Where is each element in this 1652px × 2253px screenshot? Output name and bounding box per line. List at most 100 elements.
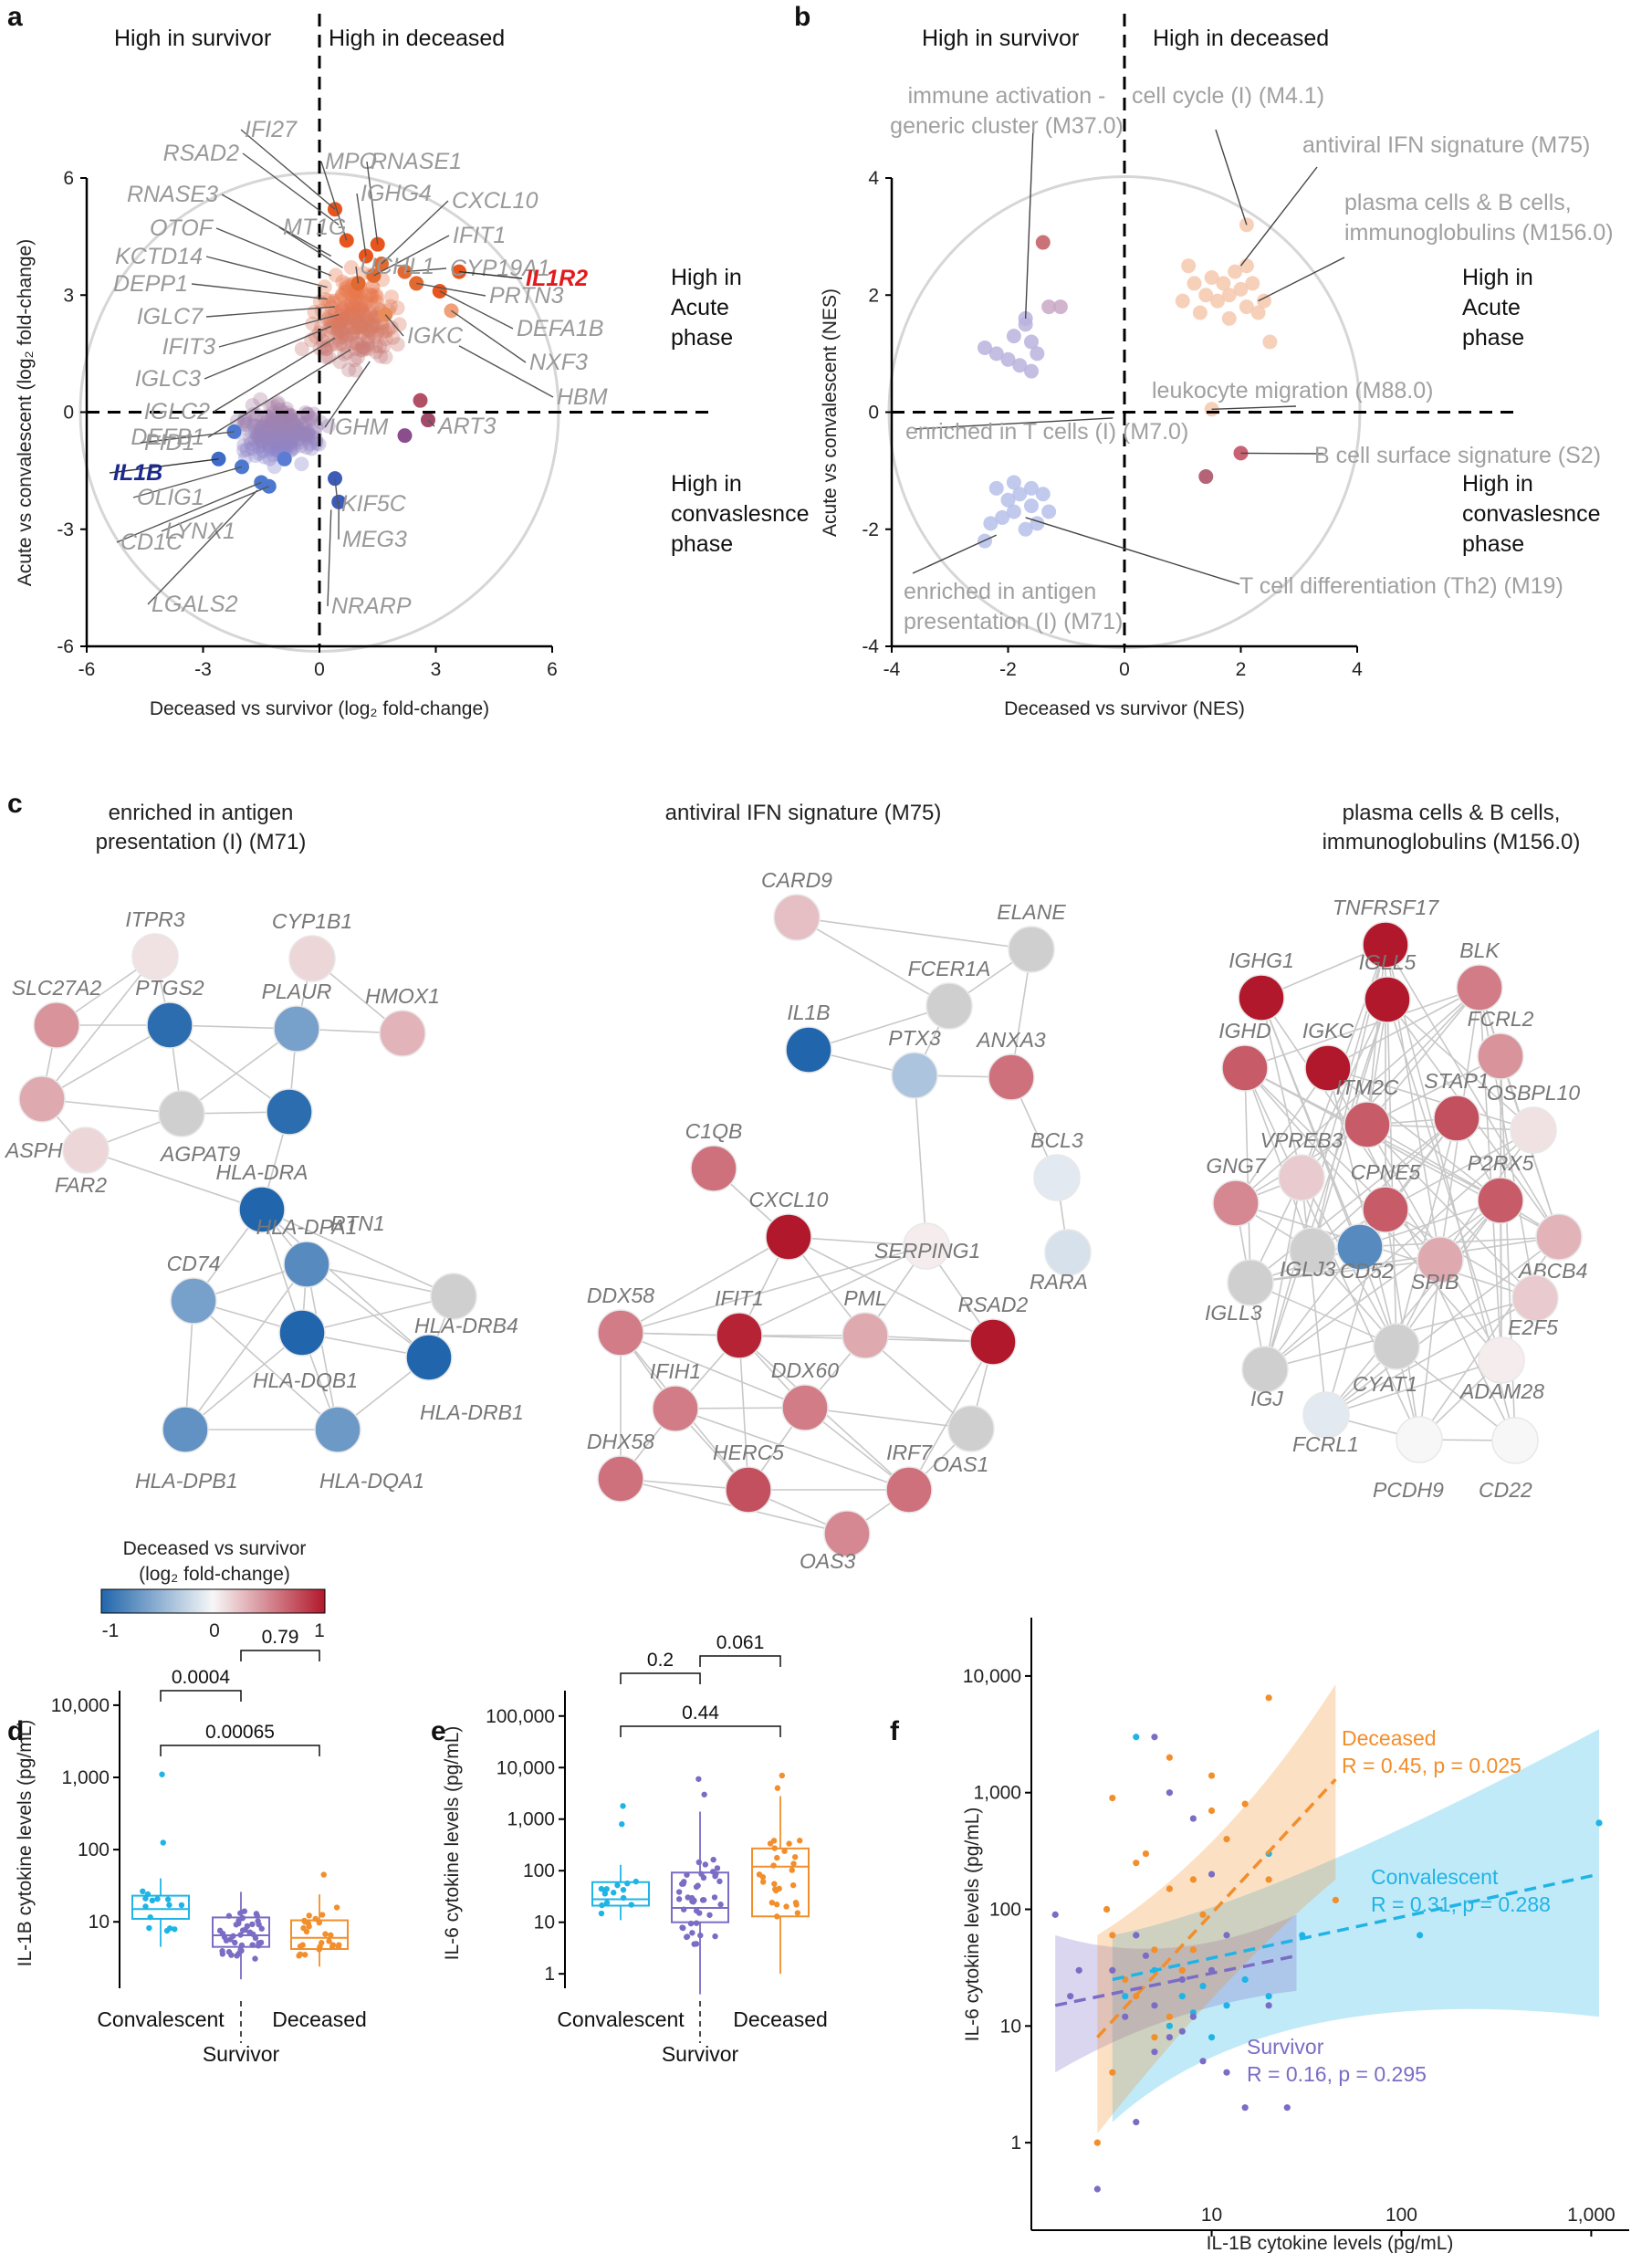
data-point bbox=[250, 439, 266, 455]
data-point bbox=[1199, 2058, 1207, 2065]
network-node bbox=[1477, 1032, 1524, 1080]
node-label: OAS3 bbox=[800, 1549, 856, 1573]
data-point bbox=[277, 415, 292, 431]
data-point bbox=[378, 350, 393, 365]
data-point bbox=[245, 397, 260, 413]
gene-leader-line bbox=[366, 161, 379, 245]
node-label: IFIH1 bbox=[650, 1359, 701, 1383]
y-tick-label: 100 bbox=[989, 1900, 1021, 1921]
network-node bbox=[1302, 1391, 1350, 1439]
data-point bbox=[601, 1891, 609, 1897]
data-point bbox=[335, 312, 350, 328]
data-point bbox=[338, 330, 353, 346]
data-point bbox=[353, 301, 369, 317]
data-point bbox=[364, 278, 380, 294]
network-node bbox=[278, 1309, 326, 1357]
data-point bbox=[286, 417, 301, 433]
data-point bbox=[288, 424, 304, 440]
module-point bbox=[1006, 504, 1021, 519]
panel-label-d: d bbox=[7, 1716, 24, 1746]
data-point bbox=[1189, 1946, 1197, 1954]
module-point bbox=[1245, 276, 1260, 291]
module-point bbox=[1216, 276, 1231, 291]
data-point bbox=[353, 320, 369, 335]
data-point bbox=[246, 417, 262, 433]
network-title: immunoglobulins (M156.0) bbox=[1323, 830, 1581, 854]
network-edge bbox=[1386, 999, 1534, 1131]
module-point bbox=[978, 340, 992, 355]
module-point bbox=[1198, 288, 1214, 303]
data-point bbox=[252, 1955, 258, 1962]
network-node bbox=[1362, 921, 1409, 969]
group-label: Survivor bbox=[662, 2042, 739, 2066]
data-point bbox=[238, 1942, 246, 1949]
significance-bracket bbox=[160, 1745, 320, 1756]
data-point bbox=[225, 1949, 233, 1955]
network-node bbox=[785, 1026, 832, 1074]
gene-label: IFI27 bbox=[245, 117, 298, 142]
module-point bbox=[1000, 351, 1016, 367]
data-point bbox=[256, 435, 271, 451]
module-point bbox=[1221, 288, 1237, 303]
data-point bbox=[295, 417, 310, 433]
data-point bbox=[318, 292, 333, 308]
data-point bbox=[372, 339, 388, 354]
node-label: FAR2 bbox=[55, 1173, 107, 1197]
data-point bbox=[340, 284, 355, 299]
data-point bbox=[348, 362, 363, 378]
data-point bbox=[289, 424, 305, 440]
gene-label: IGHG4 bbox=[361, 181, 432, 206]
data-point bbox=[1109, 2069, 1116, 2076]
gene-leader-line bbox=[356, 193, 367, 257]
data-point bbox=[770, 1838, 778, 1844]
data-point bbox=[276, 421, 291, 436]
box-2 bbox=[212, 1891, 270, 1980]
node-label: DDX58 bbox=[587, 1284, 654, 1307]
data-point bbox=[350, 316, 366, 331]
data-point bbox=[713, 1871, 719, 1878]
network-node bbox=[891, 1052, 938, 1099]
data-point bbox=[624, 1880, 631, 1887]
data-point bbox=[264, 411, 279, 426]
data-point bbox=[316, 1919, 322, 1926]
module-point bbox=[1018, 521, 1033, 537]
data-point bbox=[257, 1939, 265, 1946]
y-axis-title: Acute vs convalescent (NES) bbox=[820, 288, 841, 537]
data-point bbox=[279, 424, 295, 440]
data-point bbox=[376, 339, 392, 354]
module-label: plasma cells & B cells, bbox=[1344, 190, 1572, 215]
module-leader-line bbox=[1240, 452, 1324, 455]
module-point bbox=[1000, 492, 1016, 508]
data-point bbox=[277, 418, 293, 434]
data-point bbox=[1178, 1993, 1186, 2000]
gene-leader-line bbox=[427, 419, 435, 427]
network-node bbox=[1289, 1227, 1336, 1274]
network-edge bbox=[908, 1341, 994, 1491]
data-point bbox=[628, 1902, 634, 1908]
data-point bbox=[633, 1878, 639, 1885]
gene-leader-line bbox=[458, 345, 554, 398]
node-label: OSBPL10 bbox=[1487, 1081, 1580, 1105]
y-tick-label: 10 bbox=[1000, 2016, 1021, 2037]
data-point bbox=[290, 432, 306, 447]
panel-e: e 100,000 10,000 1,000 100 10 1 IL-6 cytokine l… bbox=[431, 1632, 828, 2066]
data-point bbox=[1223, 1835, 1230, 1843]
data-point bbox=[695, 1776, 702, 1782]
data-point bbox=[297, 416, 312, 432]
data-point bbox=[790, 1860, 797, 1867]
data-point bbox=[262, 442, 277, 457]
data-point bbox=[254, 433, 269, 448]
data-point bbox=[259, 421, 275, 436]
gene-leader-line bbox=[320, 161, 348, 241]
module-label: immune activation - bbox=[908, 83, 1106, 109]
gene-leader-line bbox=[384, 314, 404, 337]
data-point bbox=[1109, 1794, 1116, 1802]
data-point bbox=[306, 406, 321, 422]
data-point bbox=[357, 307, 372, 322]
y-axis-title: IL-6 cytokine levels (pg/mL) bbox=[962, 1808, 983, 2042]
data-point bbox=[367, 309, 382, 324]
data-point bbox=[255, 424, 270, 440]
gene-leader-line bbox=[132, 466, 243, 498]
network-node bbox=[273, 1005, 320, 1053]
module-point bbox=[1024, 498, 1039, 514]
